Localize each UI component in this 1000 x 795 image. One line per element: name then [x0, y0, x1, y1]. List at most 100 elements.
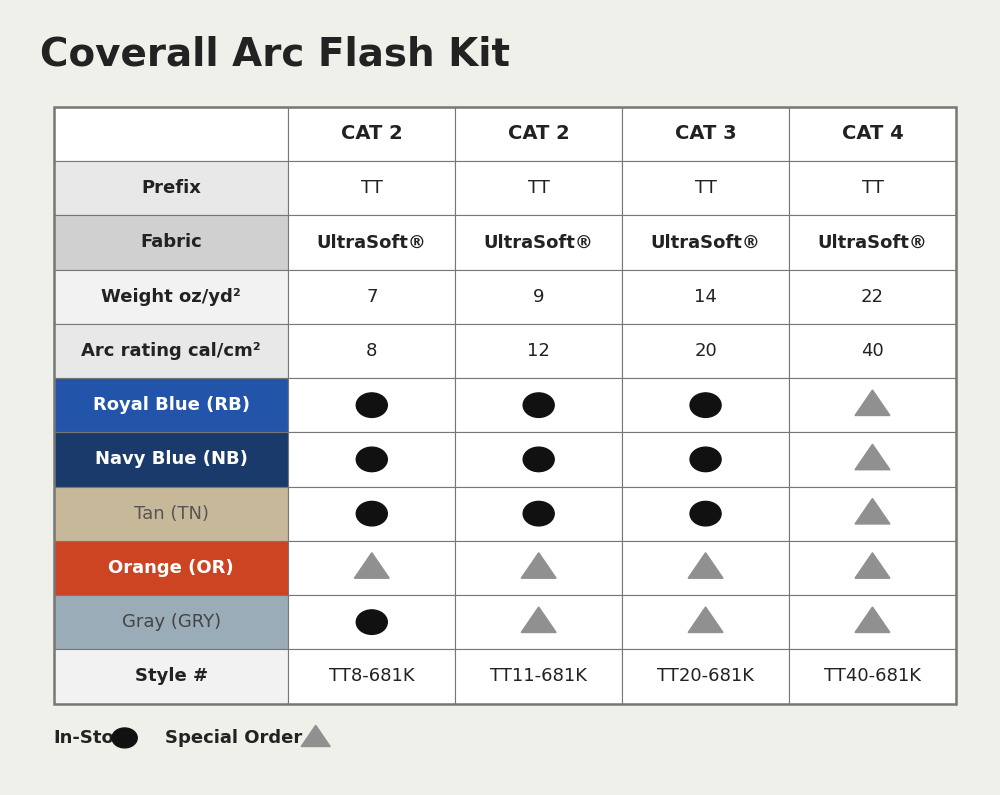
Text: UltraSoft®: UltraSoft®	[484, 234, 594, 251]
FancyBboxPatch shape	[789, 432, 956, 487]
Circle shape	[356, 610, 387, 634]
Text: TT: TT	[528, 179, 550, 197]
FancyBboxPatch shape	[789, 270, 956, 324]
FancyBboxPatch shape	[789, 324, 956, 378]
FancyBboxPatch shape	[622, 107, 789, 161]
Circle shape	[523, 447, 554, 471]
Polygon shape	[855, 390, 890, 416]
FancyBboxPatch shape	[288, 378, 455, 432]
Text: TT: TT	[862, 179, 883, 197]
FancyBboxPatch shape	[288, 541, 455, 595]
Text: 22: 22	[861, 288, 884, 305]
FancyBboxPatch shape	[455, 324, 622, 378]
Text: Coverall Arc Flash Kit: Coverall Arc Flash Kit	[40, 36, 510, 74]
Circle shape	[690, 393, 721, 417]
FancyBboxPatch shape	[54, 161, 288, 215]
FancyBboxPatch shape	[455, 432, 622, 487]
Polygon shape	[688, 607, 723, 633]
Text: In-Stock: In-Stock	[54, 729, 137, 747]
Text: CAT 2: CAT 2	[508, 125, 570, 143]
Text: Fabric: Fabric	[140, 234, 202, 251]
FancyBboxPatch shape	[54, 270, 288, 324]
Text: Navy Blue (NB): Navy Blue (NB)	[95, 451, 248, 468]
FancyBboxPatch shape	[622, 161, 789, 215]
Polygon shape	[855, 498, 890, 524]
FancyBboxPatch shape	[622, 432, 789, 487]
Polygon shape	[855, 553, 890, 578]
FancyBboxPatch shape	[789, 595, 956, 650]
FancyBboxPatch shape	[622, 650, 789, 704]
Text: Tan (TN): Tan (TN)	[134, 505, 209, 522]
Text: Arc rating cal/cm²: Arc rating cal/cm²	[81, 342, 261, 360]
Circle shape	[112, 728, 137, 748]
Text: 20: 20	[694, 342, 717, 360]
FancyBboxPatch shape	[455, 487, 622, 541]
Circle shape	[690, 447, 721, 471]
Text: CAT 4: CAT 4	[842, 125, 903, 143]
FancyBboxPatch shape	[789, 541, 956, 595]
FancyBboxPatch shape	[288, 215, 455, 270]
Text: Prefix: Prefix	[141, 179, 201, 197]
Circle shape	[356, 393, 387, 417]
Polygon shape	[521, 553, 556, 578]
Text: TT: TT	[361, 179, 383, 197]
FancyBboxPatch shape	[789, 107, 956, 161]
Text: UltraSoft®: UltraSoft®	[317, 234, 427, 251]
FancyBboxPatch shape	[455, 541, 622, 595]
Text: Gray (GRY): Gray (GRY)	[122, 613, 221, 631]
Polygon shape	[354, 553, 389, 578]
FancyBboxPatch shape	[622, 270, 789, 324]
FancyBboxPatch shape	[622, 378, 789, 432]
FancyBboxPatch shape	[288, 161, 455, 215]
Text: Royal Blue (RB): Royal Blue (RB)	[93, 396, 250, 414]
FancyBboxPatch shape	[622, 541, 789, 595]
Polygon shape	[855, 607, 890, 633]
Polygon shape	[301, 725, 330, 747]
FancyBboxPatch shape	[54, 487, 288, 541]
Circle shape	[523, 393, 554, 417]
FancyBboxPatch shape	[288, 650, 455, 704]
FancyBboxPatch shape	[54, 541, 288, 595]
Text: Style #: Style #	[135, 667, 208, 685]
Text: TT8-681K: TT8-681K	[329, 667, 415, 685]
FancyBboxPatch shape	[288, 107, 455, 161]
Text: Weight oz/yd²: Weight oz/yd²	[101, 288, 241, 305]
FancyBboxPatch shape	[789, 487, 956, 541]
Text: 12: 12	[527, 342, 550, 360]
FancyBboxPatch shape	[288, 487, 455, 541]
Text: TT40-681K: TT40-681K	[824, 667, 921, 685]
FancyBboxPatch shape	[54, 432, 288, 487]
FancyBboxPatch shape	[288, 432, 455, 487]
FancyBboxPatch shape	[455, 378, 622, 432]
FancyBboxPatch shape	[288, 270, 455, 324]
Text: UltraSoft®: UltraSoft®	[818, 234, 927, 251]
Polygon shape	[855, 444, 890, 470]
Circle shape	[523, 502, 554, 525]
FancyBboxPatch shape	[789, 378, 956, 432]
FancyBboxPatch shape	[455, 107, 622, 161]
Circle shape	[356, 447, 387, 471]
FancyBboxPatch shape	[54, 378, 288, 432]
FancyBboxPatch shape	[789, 161, 956, 215]
FancyBboxPatch shape	[789, 215, 956, 270]
FancyBboxPatch shape	[455, 215, 622, 270]
Text: TT: TT	[695, 179, 717, 197]
Text: 14: 14	[694, 288, 717, 305]
FancyBboxPatch shape	[288, 324, 455, 378]
Circle shape	[690, 502, 721, 525]
FancyBboxPatch shape	[54, 324, 288, 378]
Text: Orange (OR): Orange (OR)	[108, 559, 234, 577]
FancyBboxPatch shape	[288, 595, 455, 650]
Text: 7: 7	[366, 288, 378, 305]
Polygon shape	[521, 607, 556, 633]
FancyBboxPatch shape	[622, 595, 789, 650]
Text: 9: 9	[533, 288, 544, 305]
Text: TT11-681K: TT11-681K	[490, 667, 587, 685]
Polygon shape	[688, 553, 723, 578]
FancyBboxPatch shape	[54, 107, 288, 161]
FancyBboxPatch shape	[622, 324, 789, 378]
FancyBboxPatch shape	[54, 650, 288, 704]
Text: TT20-681K: TT20-681K	[657, 667, 754, 685]
Text: 8: 8	[366, 342, 377, 360]
FancyBboxPatch shape	[789, 650, 956, 704]
